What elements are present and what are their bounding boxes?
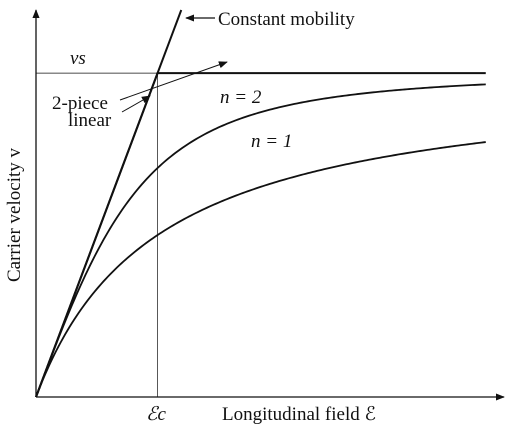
x-axis-label: Longitudinal field ℰ bbox=[222, 404, 376, 425]
two-piece-pointer-lower bbox=[121, 95, 151, 113]
n1-label: n = 1 bbox=[251, 131, 292, 152]
constant-mobility-label: Constant mobility bbox=[218, 9, 355, 30]
n2-label: n = 2 bbox=[220, 87, 262, 108]
y-tick-label-vs: vs bbox=[70, 48, 86, 69]
two-piece-pointer-upper bbox=[119, 61, 228, 101]
n1-saturation-curve bbox=[35, 141, 486, 398]
two-piece-linear-line bbox=[35, 72, 486, 398]
linear-label: linear bbox=[68, 110, 112, 131]
n2-saturation-curve bbox=[35, 83, 486, 398]
two-piece-label: 2-piece bbox=[52, 93, 108, 114]
x-tick-label-ec: ℰc bbox=[146, 404, 167, 425]
y-axis-label: Carrier velocity v bbox=[4, 147, 25, 282]
